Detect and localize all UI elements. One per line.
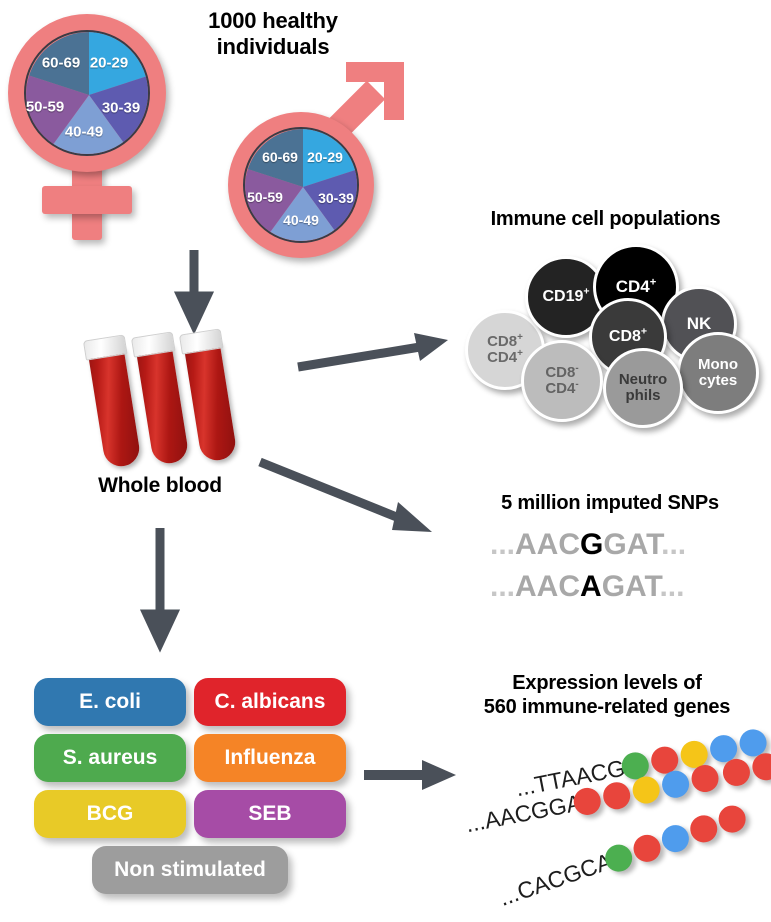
female-slice-label-30-39: 30-39 [101, 99, 141, 117]
arrow-blood-to-stimuli [139, 528, 181, 653]
female-slice-label-50-59: 50-59 [25, 98, 65, 116]
cohort-title: 1000 healthy individuals [168, 8, 378, 60]
female-slice-label-20-29: 20-29 [89, 54, 129, 72]
cell-label: Mono cytes [698, 356, 738, 389]
pie-slice-30-39 [89, 75, 148, 146]
strand-bead [630, 774, 662, 806]
stimulus-e-coli[interactable]: E. coli [34, 678, 186, 726]
snp-sequences: ...AACGGAT... ...AACAGAT... [490, 528, 750, 618]
tube-body [183, 340, 238, 463]
pie-slice-50-59 [245, 169, 303, 234]
cell-monocytes: Mono cytes [677, 332, 759, 414]
cohort-title-line1: 1000 healthy [208, 8, 338, 33]
female-pie-svg [26, 32, 148, 154]
female-slice-label-40-49: 40-49 [64, 123, 104, 141]
female-symbol: 20-29 30-39 40-49 50-59 60-69 [8, 14, 184, 246]
blood-tubes-group [82, 328, 280, 470]
snp-prefix: AAC [515, 528, 581, 561]
strand-bead [720, 756, 753, 789]
cell-label: Neutro phils [618, 371, 668, 404]
stimulus-non-stimulated[interactable]: Non stimulated [92, 846, 288, 894]
pie-slice-30-39 [303, 169, 357, 234]
cell-label: CD19+ [542, 285, 590, 305]
stimulus-s-aureus[interactable]: S. aureus [34, 734, 186, 782]
cell-label: CD8+ [608, 325, 648, 345]
snps-title: 5 million imputed SNPs [501, 492, 719, 514]
female-slice-label-60-69: 60-69 [41, 54, 81, 72]
pie-slice-20-29 [303, 129, 357, 187]
cell-label: CD8- CD4- [545, 363, 579, 397]
male-slice-label-50-59: 50-59 [247, 189, 283, 205]
male-slice-label-60-69: 60-69 [262, 149, 298, 165]
stimulus-influenza[interactable]: Influenza [194, 734, 346, 782]
strand-bead [686, 811, 721, 846]
male-slice-label-20-29: 20-29 [307, 149, 343, 165]
pie-slice-60-69 [29, 32, 89, 95]
arrow-stimuli-to-expression [364, 760, 456, 790]
stimuli-group: E. coli C. albicans S. aureus Influenza … [34, 678, 354, 894]
snp-row-allele-a: ...AACAGAT... [490, 570, 684, 604]
female-age-pie [24, 30, 150, 156]
pie-slice-40-49 [51, 95, 127, 154]
cell-neutrophils: Neutro phils [603, 348, 683, 428]
expression-title-line2: 560 immune-related genes [483, 695, 731, 718]
expression-title: Expression levels of 560 immune-related … [446, 672, 768, 719]
strand-bead [714, 801, 750, 837]
male-pie-svg [245, 129, 357, 241]
strand-bead [600, 779, 633, 812]
pie-slice-60-69 [247, 129, 303, 187]
strand-bead [659, 768, 692, 801]
arrow-blood-to-immune [297, 333, 448, 372]
snp-highlight-base: A [580, 570, 602, 603]
arrow-blood-to-snps [258, 457, 432, 532]
snp-suffix: GAT [601, 570, 660, 603]
blood-tube [178, 328, 238, 463]
cell-label: NK [686, 314, 712, 334]
strand-bead [750, 750, 771, 783]
expression-strands-group: ...TTAACGG ...AACGGAT ...CACGCAA [460, 727, 771, 922]
expression-title-line1: Expression levels of [512, 672, 702, 694]
cell-cd8-neg-cd4-neg: CD8- CD4- [521, 340, 603, 422]
strand-bead [658, 821, 693, 856]
pie-slice-50-59 [26, 75, 89, 146]
pie-slice-20-29 [89, 32, 148, 95]
snp-highlight-base: G [580, 528, 604, 561]
snp-trail: ... [661, 528, 687, 561]
snp-lead: ... [490, 570, 516, 603]
strand-bead [689, 762, 721, 795]
male-slice-label-30-39: 30-39 [318, 190, 354, 206]
tube-body [87, 346, 142, 469]
tube-body [135, 343, 190, 466]
whole-blood-label: Whole blood [98, 474, 222, 497]
cell-label: CD4+ [615, 276, 657, 297]
snp-row-allele-g: ...AACGGAT... [490, 528, 686, 562]
cell-label: CD8+ CD4+ [487, 332, 523, 366]
immune-cells-group: CD8+ CD4+ CD19+ CD4+ NK CD8+ Mon [465, 244, 771, 428]
snp-lead: ... [490, 528, 516, 561]
stimulus-c-albicans[interactable]: C. albicans [194, 678, 346, 726]
snp-prefix: AAC [515, 570, 581, 603]
stimulus-bcg[interactable]: BCG [34, 790, 186, 838]
cohort-title-line2: individuals [216, 33, 330, 59]
immune-title: Immune cell populations [490, 208, 721, 230]
strand-bead [629, 831, 665, 866]
female-cross-bar [42, 186, 132, 214]
male-slice-label-40-49: 40-49 [283, 212, 319, 228]
male-age-pie [243, 127, 359, 243]
snp-trail: ... [659, 570, 685, 603]
male-symbol: 20-29 30-39 40-49 50-59 60-69 [208, 58, 408, 258]
snp-suffix: GAT [603, 528, 662, 561]
stimulus-seb[interactable]: SEB [194, 790, 346, 838]
arrow-cohort-to-blood [173, 250, 215, 335]
pie-slice-40-49 [268, 187, 338, 241]
cell-cd8-pos-cd4-pos: CD8+ CD4+ [465, 310, 545, 390]
